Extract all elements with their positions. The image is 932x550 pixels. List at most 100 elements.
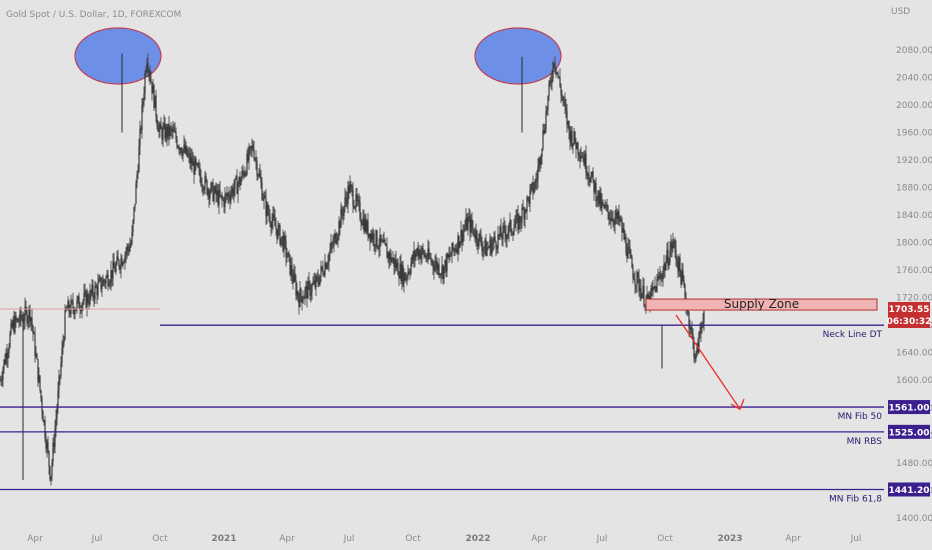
- candle-body: [180, 148, 182, 153]
- candle-body: [458, 235, 460, 248]
- candle-body: [82, 301, 84, 305]
- candle-body: [533, 188, 535, 193]
- candle-body: [483, 247, 485, 249]
- candle-body: [90, 290, 92, 294]
- candle-body: [134, 203, 136, 208]
- candle-body: [438, 264, 440, 276]
- candle-body: [564, 100, 566, 107]
- projection-arrow-group: [675, 314, 745, 411]
- candle-body: [308, 281, 310, 283]
- candle-body: [326, 264, 328, 269]
- candle-body: [539, 158, 541, 165]
- candle-body: [146, 62, 148, 71]
- candle-body: [619, 219, 621, 221]
- candle-body: [463, 229, 465, 232]
- candle-body: [379, 234, 381, 248]
- candle-body: [580, 155, 582, 159]
- candle-body: [625, 236, 627, 253]
- candle-body: [266, 204, 268, 217]
- candle-body: [24, 306, 26, 321]
- candle-body: [378, 247, 380, 249]
- candle-body: [98, 279, 100, 283]
- candle-body: [121, 258, 123, 266]
- candle-body: [477, 242, 479, 247]
- candle-body: [415, 252, 417, 258]
- candle-body: [517, 213, 519, 230]
- price-tick-label: 1760.00: [896, 266, 932, 276]
- time-tick-label: Jul: [850, 534, 862, 544]
- time-tick-label: Oct: [657, 534, 673, 544]
- candle-body: [457, 235, 459, 253]
- candle-body: [2, 368, 4, 380]
- candle-body: [41, 398, 43, 412]
- candle-body: [279, 225, 281, 245]
- candle-body: [695, 352, 697, 360]
- candle-body: [478, 233, 480, 247]
- candle-body: [148, 70, 150, 73]
- candle-body: [511, 232, 513, 234]
- price-tick-label: 1960.00: [896, 129, 932, 139]
- candle-body: [630, 254, 632, 258]
- candle-body: [556, 72, 558, 74]
- candle-body: [557, 72, 559, 77]
- candle-body: [239, 177, 241, 186]
- candle-body: [609, 218, 611, 220]
- candle-body: [77, 296, 79, 301]
- time-axis[interactable]: Apr Jul Oct 2021 Apr Jul Oct 2022 Apr Jul Oct 2023 A…: [27, 534, 861, 544]
- candle-body: [524, 209, 526, 220]
- candle-body: [315, 276, 317, 288]
- candle-body: [576, 142, 578, 150]
- candle-body: [643, 286, 645, 306]
- candle-body: [567, 121, 569, 125]
- candle-body: [260, 177, 262, 184]
- candle-body: [402, 264, 404, 285]
- candle-body: [504, 226, 506, 234]
- candle-body: [503, 225, 505, 227]
- candle-body: [389, 252, 391, 260]
- candle-body: [560, 86, 562, 96]
- candle-body: [411, 255, 413, 264]
- projection-arrow-head: [730, 398, 745, 411]
- candle-body: [219, 189, 221, 196]
- candle-body: [421, 247, 423, 254]
- candle-body: [614, 217, 616, 225]
- candle-body: [566, 110, 568, 125]
- candle-body: [314, 280, 316, 288]
- candle-body: [548, 82, 550, 97]
- candle-body: [532, 182, 534, 193]
- candle-body: [188, 153, 190, 155]
- candle-body: [112, 261, 114, 279]
- candle-body: [59, 375, 61, 377]
- candle-body: [206, 180, 208, 195]
- candle-body: [330, 243, 332, 251]
- candle-body: [150, 78, 152, 83]
- candle-body: [618, 211, 620, 221]
- candle-body: [91, 285, 93, 294]
- candle-body: [107, 274, 109, 287]
- candle-body: [499, 227, 501, 237]
- candle-body: [202, 186, 204, 191]
- current-price-value: 1703.55: [889, 305, 930, 315]
- candle-body: [470, 219, 472, 233]
- candle-body: [500, 227, 502, 238]
- candle-body: [333, 238, 335, 246]
- candle-body: [40, 390, 42, 399]
- candle-body: [179, 148, 181, 150]
- candle-body: [242, 171, 244, 173]
- candle-body: [565, 106, 567, 111]
- candle-body: [606, 205, 608, 207]
- candle-body: [81, 304, 83, 312]
- current-price-group: 1703.55 06:30:32: [887, 301, 931, 328]
- candle-body: [413, 250, 415, 261]
- candle-body: [232, 188, 234, 196]
- time-tick-label: 2022: [465, 534, 490, 544]
- candle-body: [334, 233, 336, 239]
- candle-body: [23, 320, 25, 323]
- candle-body: [158, 128, 160, 132]
- candle-body: [51, 462, 53, 476]
- projection-arrow-shaft: [675, 314, 741, 410]
- candle-body: [143, 93, 145, 102]
- candle-body: [693, 339, 695, 358]
- candle-body: [487, 247, 489, 249]
